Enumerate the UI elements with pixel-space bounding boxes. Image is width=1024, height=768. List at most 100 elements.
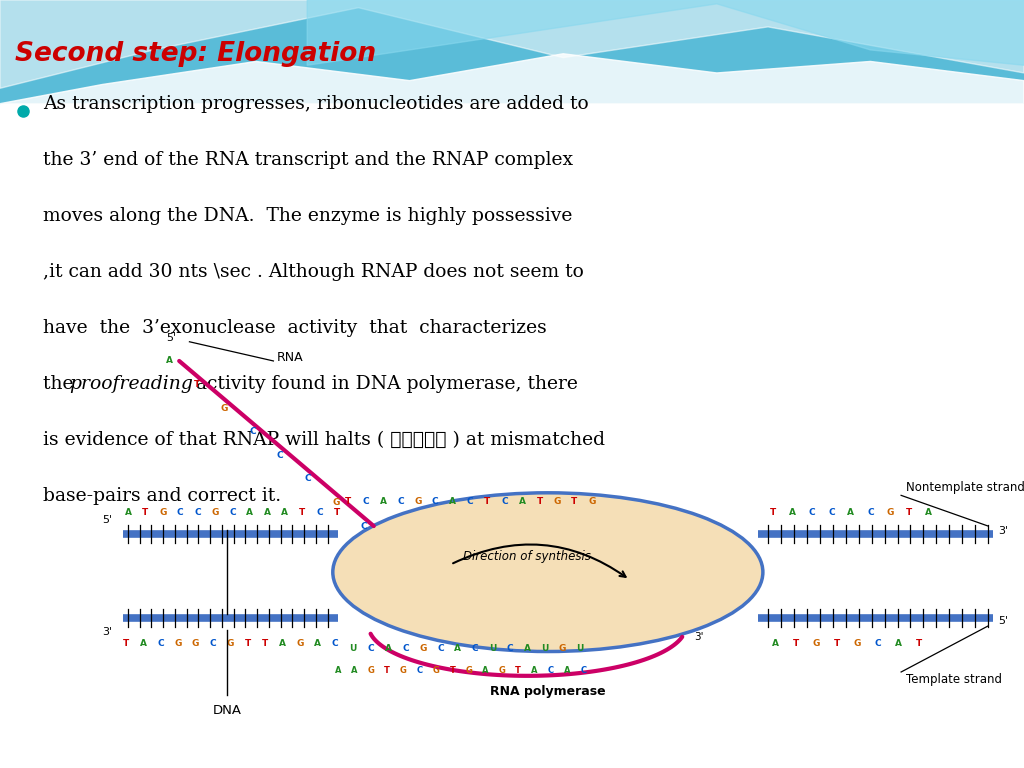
Text: A: A xyxy=(926,508,932,517)
Text: C: C xyxy=(195,508,201,517)
Text: C: C xyxy=(874,639,881,648)
Bar xyxy=(0,104,1024,768)
Text: T: T xyxy=(834,639,840,648)
Text: DNA: DNA xyxy=(213,704,242,717)
Text: 3': 3' xyxy=(998,526,1009,537)
Text: activity found in DNA polymerase, there: activity found in DNA polymerase, there xyxy=(190,375,579,393)
Text: A: A xyxy=(166,356,172,366)
Text: Template strand: Template strand xyxy=(906,674,1002,686)
Text: T: T xyxy=(793,639,799,648)
Text: T: T xyxy=(515,666,521,675)
Text: G: G xyxy=(368,666,374,675)
Text: G: G xyxy=(553,497,561,506)
Text: G: G xyxy=(159,508,167,517)
Text: C: C xyxy=(249,427,256,436)
Text: T: T xyxy=(334,508,340,517)
Text: G: G xyxy=(296,639,304,648)
Text: C: C xyxy=(304,475,311,483)
Text: U: U xyxy=(488,644,497,654)
Text: C: C xyxy=(581,666,587,675)
Text: A: A xyxy=(140,639,146,648)
Text: A: A xyxy=(519,497,525,506)
Text: C: C xyxy=(397,497,403,506)
Text: C: C xyxy=(316,508,323,517)
Text: C: C xyxy=(210,639,216,648)
Text: have  the  3’exonuclease  activity  that  characterizes: have the 3’exonuclease activity that cha… xyxy=(43,319,547,337)
Text: ,it can add 30 nts \sec . Although RNAP does not seem to: ,it can add 30 nts \sec . Although RNAP … xyxy=(43,263,584,281)
Text: A: A xyxy=(531,666,538,675)
Text: G: G xyxy=(211,508,219,517)
Text: C: C xyxy=(472,644,478,654)
Bar xyxy=(0,0,1024,104)
Text: C: C xyxy=(867,508,873,517)
Text: C: C xyxy=(362,497,369,506)
Text: T: T xyxy=(484,497,490,506)
Text: G: G xyxy=(191,639,200,648)
Text: A: A xyxy=(380,497,386,506)
Polygon shape xyxy=(0,54,1024,104)
Text: C: C xyxy=(432,497,438,506)
Text: RNA polymerase: RNA polymerase xyxy=(490,685,605,697)
Text: U: U xyxy=(575,644,584,654)
Text: T: T xyxy=(384,666,390,675)
Text: Nontemplate strand: Nontemplate strand xyxy=(906,482,1024,494)
Text: C: C xyxy=(229,508,236,517)
Text: A: A xyxy=(125,508,131,517)
Text: C: C xyxy=(507,644,513,654)
Text: G: G xyxy=(886,508,894,517)
Text: the 3’ end of the RNA transcript and the RNAP complex: the 3’ end of the RNA transcript and the… xyxy=(43,151,573,169)
Text: the: the xyxy=(43,375,80,393)
Text: A: A xyxy=(790,508,796,517)
Text: A: A xyxy=(351,666,357,675)
Text: 3': 3' xyxy=(694,632,705,642)
Text: G: G xyxy=(499,666,505,675)
Text: A: A xyxy=(385,644,391,654)
Text: C: C xyxy=(437,644,443,654)
Text: A: A xyxy=(314,639,321,648)
Text: T: T xyxy=(262,639,268,648)
Text: moves along the DNA.  The enzyme is highly possessive: moves along the DNA. The enzyme is highl… xyxy=(43,207,572,225)
Text: C: C xyxy=(417,666,423,675)
Text: G: G xyxy=(221,404,228,412)
Text: G: G xyxy=(466,666,472,675)
Text: G: G xyxy=(433,666,439,675)
Text: T: T xyxy=(299,508,305,517)
Text: 3': 3' xyxy=(102,627,113,637)
Text: U: U xyxy=(541,644,549,654)
Text: 5': 5' xyxy=(166,333,176,343)
Text: A: A xyxy=(282,508,288,517)
Text: C: C xyxy=(828,508,835,517)
Text: G: G xyxy=(400,666,407,675)
Text: A: A xyxy=(772,639,778,648)
Text: A: A xyxy=(848,508,854,517)
Text: T: T xyxy=(906,508,912,517)
Text: base-pairs and correct it.: base-pairs and correct it. xyxy=(43,487,282,505)
Text: 5': 5' xyxy=(998,615,1009,626)
Text: proofreading: proofreading xyxy=(70,375,194,393)
Text: G: G xyxy=(853,639,861,648)
Text: A: A xyxy=(895,639,901,648)
Text: A: A xyxy=(524,644,530,654)
Text: G: G xyxy=(414,497,422,506)
Text: G: G xyxy=(558,644,566,654)
Text: 5': 5' xyxy=(102,515,113,525)
Text: T: T xyxy=(123,639,129,648)
Text: Second step: Elongation: Second step: Elongation xyxy=(15,41,377,67)
Text: C: C xyxy=(467,497,473,506)
Text: A: A xyxy=(264,508,270,517)
Text: G: G xyxy=(812,639,820,648)
Text: RNA: RNA xyxy=(276,351,303,363)
Text: G: G xyxy=(419,644,427,654)
Text: A: A xyxy=(247,508,253,517)
Text: C: C xyxy=(360,521,367,531)
Text: C: C xyxy=(368,644,374,654)
Text: T: T xyxy=(142,508,148,517)
Text: T: T xyxy=(345,497,351,506)
Text: G: G xyxy=(332,498,339,507)
Text: T: T xyxy=(571,497,578,506)
Text: C: C xyxy=(402,644,409,654)
Text: C: C xyxy=(276,451,284,460)
Text: T: T xyxy=(915,639,922,648)
Text: As transcription progresses, ribonucleotides are added to: As transcription progresses, ribonucleot… xyxy=(43,94,589,113)
Polygon shape xyxy=(307,0,1024,65)
